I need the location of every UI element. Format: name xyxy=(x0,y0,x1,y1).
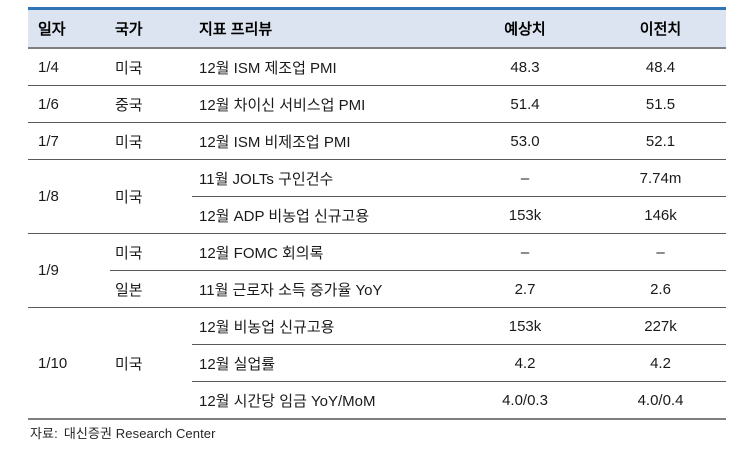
table-row: 1/4 미국 12월 ISM 제조업 PMI 48.3 48.4 xyxy=(28,48,726,86)
expected-cell: 53.0 xyxy=(455,122,595,160)
table-row: 1/8 미국 11월 JOLTs 구인건수 – 7.74m xyxy=(28,159,726,234)
previous-cell: – xyxy=(595,233,726,271)
table-row: 일본 11월 근로자 소득 증가율 YoY 2.7 2.6 xyxy=(28,270,726,308)
previous-cell: 4.0/0.4 xyxy=(595,381,726,419)
country-cell: 미국 xyxy=(110,233,192,271)
expected-cell: 153k xyxy=(455,196,595,234)
source-text: 대신증권 Research Center xyxy=(63,426,216,441)
previous-cell: 51.5 xyxy=(595,85,726,123)
indicator-cell: 12월 ISM 제조업 PMI xyxy=(192,48,455,86)
column-header-previous: 이전치 xyxy=(595,8,726,49)
country-cell: 미국 xyxy=(110,122,192,160)
country-cell: 미국 xyxy=(110,48,192,86)
previous-cell: 2.6 xyxy=(595,270,726,308)
previous-cell: 227k xyxy=(595,307,726,345)
expected-cell: – xyxy=(455,159,595,197)
indicator-cell: 12월 ADP 비농업 신규고용 xyxy=(192,196,455,234)
previous-cell: 7.74m xyxy=(595,159,726,197)
date-cell: 1/4 xyxy=(28,48,110,86)
expected-cell: 153k xyxy=(455,307,595,345)
expected-cell: – xyxy=(455,233,595,271)
table-row: 1/9 미국 12월 FOMC 회의록 – – xyxy=(28,233,726,308)
table-row: 12월 실업률 4.2 4.2 xyxy=(28,344,726,382)
expected-cell: 4.2 xyxy=(455,344,595,382)
table-row: 1/10 미국 12월 비농업 신규고용 153k 227k xyxy=(28,307,726,419)
date-cell: 1/7 xyxy=(28,122,110,160)
date-cell: 1/8 xyxy=(28,159,110,234)
column-header-indicator: 지표 프리뷰 xyxy=(192,8,455,49)
previous-cell: 48.4 xyxy=(595,48,726,86)
table-row: 1/7 미국 12월 ISM 비제조업 PMI 53.0 52.1 xyxy=(28,122,726,160)
previous-cell: 52.1 xyxy=(595,122,726,160)
previous-cell: 146k xyxy=(595,196,726,234)
country-cell: 미국 xyxy=(110,307,192,419)
column-header-expected: 예상치 xyxy=(455,8,595,49)
column-header-date: 일자 xyxy=(28,8,110,49)
indicator-cell: 12월 ISM 비제조업 PMI xyxy=(192,122,455,160)
country-cell: 일본 xyxy=(110,270,192,308)
indicator-cell: 12월 실업률 xyxy=(192,344,455,382)
expected-cell: 48.3 xyxy=(455,48,595,86)
indicator-cell: 12월 FOMC 회의록 xyxy=(192,233,455,271)
date-cell: 1/9 xyxy=(28,233,110,308)
table-row: 1/6 중국 12월 차이신 서비스업 PMI 51.4 51.5 xyxy=(28,85,726,123)
indicator-cell: 12월 시간당 임금 YoY/MoM xyxy=(192,381,455,419)
expected-cell: 4.0/0.3 xyxy=(455,381,595,419)
country-cell: 미국 xyxy=(110,159,192,234)
previous-cell: 4.2 xyxy=(595,344,726,382)
indicator-cell: 11월 JOLTs 구인건수 xyxy=(192,159,455,197)
indicator-cell: 12월 차이신 서비스업 PMI xyxy=(192,85,455,123)
column-header-country: 국가 xyxy=(110,8,192,49)
source-label: 자료: xyxy=(30,426,58,441)
indicator-cell: 12월 비농업 신규고용 xyxy=(192,307,455,345)
date-cell: 1/10 xyxy=(28,307,110,419)
date-cell: 1/6 xyxy=(28,85,110,123)
economic-calendar-table: 일자 국가 지표 프리뷰 예상치 이전치 1/4 미국 12월 ISM 제조업 … xyxy=(28,7,726,420)
table-row: 12월 시간당 임금 YoY/MoM 4.0/0.3 4.0/0.4 xyxy=(28,381,726,419)
country-cell: 중국 xyxy=(110,85,192,123)
source-note: 자료: 대신증권 Research Center xyxy=(30,423,216,442)
expected-cell: 51.4 xyxy=(455,85,595,123)
indicator-cell: 11월 근로자 소득 증가율 YoY xyxy=(192,270,455,308)
table-row: 12월 ADP 비농업 신규고용 153k 146k xyxy=(28,196,726,234)
header-row: 일자 국가 지표 프리뷰 예상치 이전치 xyxy=(28,8,726,49)
expected-cell: 2.7 xyxy=(455,270,595,308)
